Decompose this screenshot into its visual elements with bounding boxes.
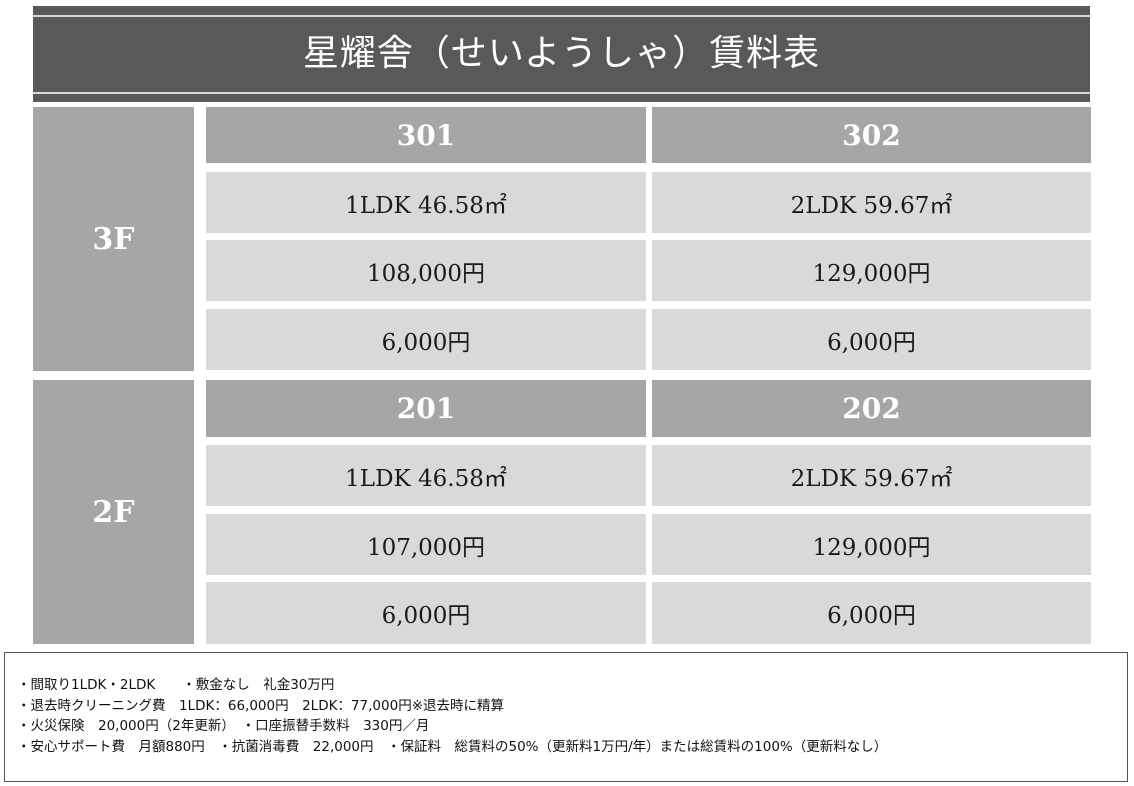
- note-line: ・間取り1LDK・2LDK ・敷金なし 礼金30万円: [17, 677, 335, 693]
- unit-rent-302: 129,000円: [652, 240, 1091, 301]
- title-bar: 星耀舎（せいようしゃ）賃料表: [33, 6, 1090, 102]
- title-bottom-rule: [33, 92, 1090, 94]
- notes-box: ・間取り1LDK・2LDK ・敷金なし 礼金30万円 ・退去時クリーニング費 1…: [4, 652, 1128, 782]
- unit-rent-301: 108,000円: [206, 240, 646, 301]
- unit-number-301: 301: [206, 107, 646, 163]
- note-line: ・火災保険 20,000円（2年更新） ・口座振替手数料 330円／月: [17, 718, 430, 734]
- unit-fee-301: 6,000円: [206, 309, 646, 370]
- unit-number-201: 201: [206, 380, 646, 437]
- unit-rent-201: 107,000円: [206, 514, 646, 575]
- unit-layout-301: 1LDK 46.58㎡: [206, 172, 646, 233]
- unit-fee-202: 6,000円: [652, 582, 1091, 644]
- unit-rent-202: 129,000円: [652, 514, 1091, 575]
- page-title: 星耀舎（せいようしゃ）賃料表: [302, 33, 821, 74]
- unit-layout-202: 2LDK 59.67㎡: [652, 445, 1091, 506]
- floor-label-2f: 2F: [33, 380, 194, 644]
- unit-fee-302: 6,000円: [652, 309, 1091, 370]
- floor-label-3f: 3F: [33, 107, 194, 371]
- unit-fee-201: 6,000円: [206, 582, 646, 644]
- unit-layout-201: 1LDK 46.58㎡: [206, 445, 646, 506]
- unit-layout-302: 2LDK 59.67㎡: [652, 172, 1091, 233]
- title-top-rule: [33, 15, 1090, 17]
- note-line: ・退去時クリーニング費 1LDK：66,000円 2LDK：77,000円※退去…: [17, 697, 505, 714]
- note-line: ・安心サポート費 月額880円 ・抗菌消毒費 22,000円 ・保証料 総賃料の…: [17, 738, 888, 755]
- unit-number-202: 202: [652, 380, 1091, 437]
- unit-number-302: 302: [652, 107, 1091, 163]
